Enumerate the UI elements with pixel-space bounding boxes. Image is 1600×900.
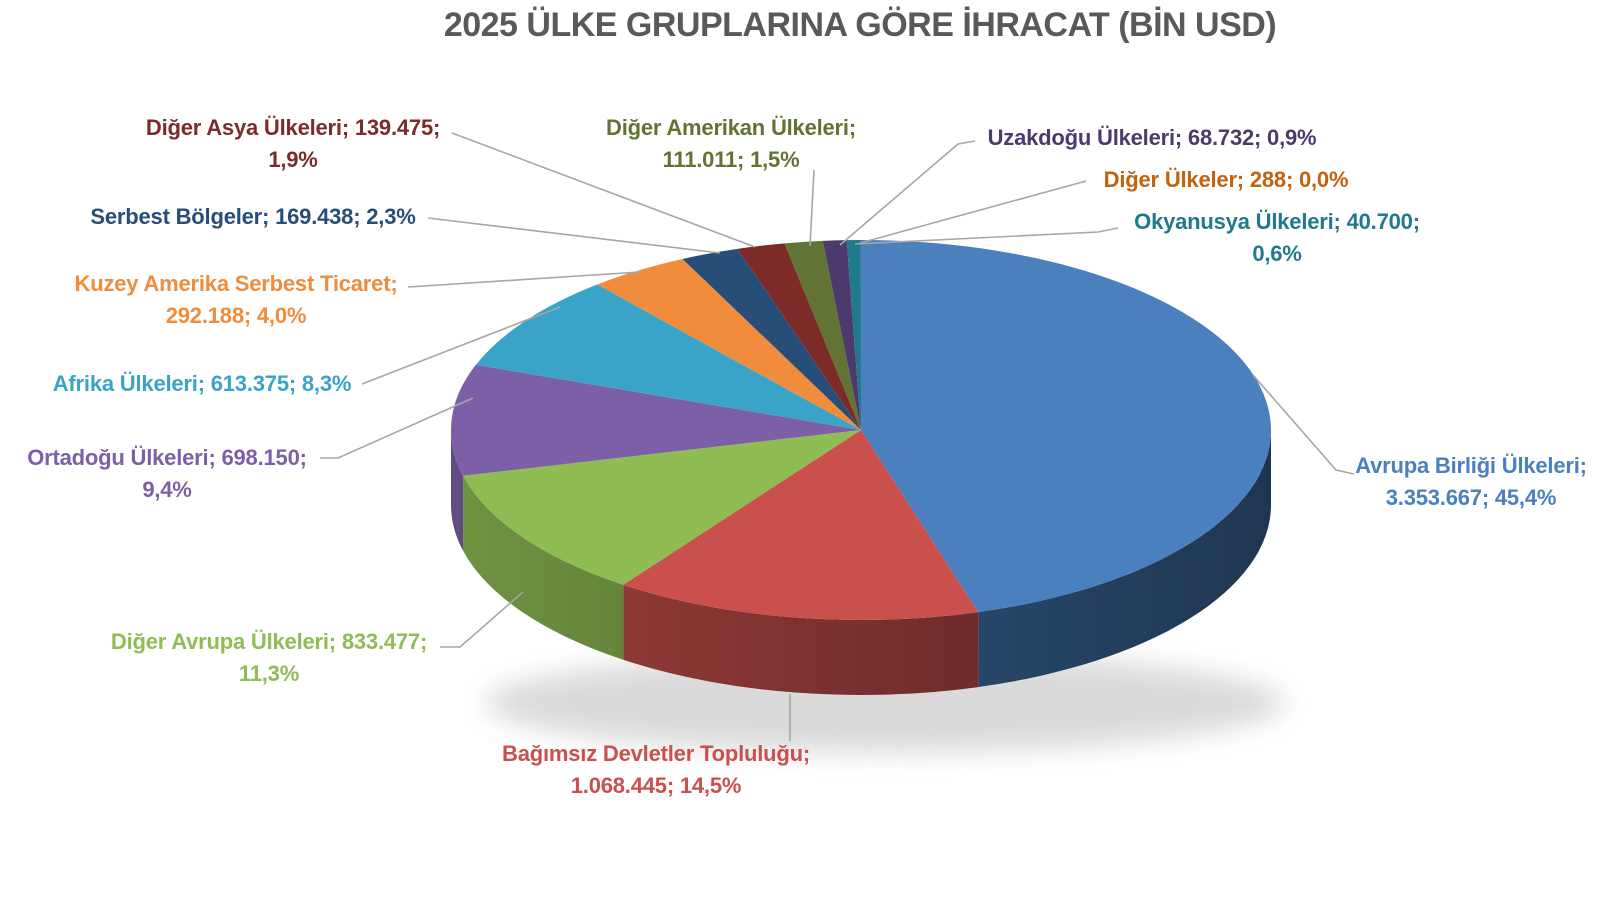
callout-line1: Diğer Asya Ülkeleri; 139.475; bbox=[145, 115, 441, 140]
pie-wall-avrupa-birligi-ulkeleri bbox=[978, 430, 1271, 688]
pie-slice-diger-asya-ulkeleri bbox=[737, 243, 861, 430]
callout-line1: Kuzey Amerika Serbest Ticaret; bbox=[74, 271, 398, 296]
callout-kuzey-amerika-serbest-ticaret: Kuzey Amerika Serbest Ticaret; 292.188; … bbox=[66, 268, 406, 332]
callout-line1: Uzakdoğu Ülkeleri; 68.732; 0,9% bbox=[987, 125, 1317, 150]
pie-slice-afrika-ulkeleri bbox=[475, 284, 861, 430]
pie-wall-diger-avrupa-ulkeleri bbox=[463, 475, 624, 660]
callout-line2: 11,3% bbox=[238, 661, 300, 686]
leader-line-serbest-bolgeler bbox=[427, 217, 721, 254]
leader-line-okyanusya-ulkeleri bbox=[854, 227, 1119, 245]
callout-bagimsiz-devletler-toplulugu: Bağımsız Devletler Topluluğu; 1.068.445;… bbox=[486, 738, 826, 802]
callout-line1: Bağımsız Devletler Topluluğu; bbox=[502, 741, 810, 766]
callout-line1: Diğer Amerikan Ülkeleri; bbox=[606, 115, 856, 140]
leader-line-afrika-ulkeleri bbox=[361, 306, 561, 385]
callout-line2: 9,4% bbox=[142, 477, 192, 502]
pie-slice-diger-avrupa-ulkeleri bbox=[463, 430, 861, 585]
callout-line2: 292.188; 4,0% bbox=[165, 303, 307, 328]
leader-line-diger-asya-ulkeleri bbox=[451, 132, 756, 248]
callout-diger-asya-ulkeleri: Diğer Asya Ülkeleri; 139.475; 1,9% bbox=[132, 112, 454, 176]
callout-uzakdogu-ulkeleri: Uzakdoğu Ülkeleri; 68.732; 0,9% bbox=[972, 122, 1332, 154]
callout-okyanusya-ulkeleri: Okyanusya Ülkeleri; 40.700; 0,6% bbox=[1117, 206, 1437, 270]
callout-line1: Okyanusya Ülkeleri; 40.700; bbox=[1134, 209, 1420, 234]
callout-line2: 0,6% bbox=[1252, 241, 1302, 266]
pie-shadow bbox=[485, 653, 1285, 753]
leader-line-avrupa-birligi-ulkeleri bbox=[1252, 374, 1355, 475]
callout-afrika-ulkeleri: Afrika Ülkeleri; 613.375; 8,3% bbox=[37, 368, 367, 400]
pie-wall-bagimsiz-devletler-toplulugu bbox=[623, 584, 979, 695]
pie-slice-serbest-bolgeler bbox=[682, 248, 861, 430]
pie-wall-ortadogu-ulkeleri bbox=[451, 430, 464, 551]
leader-line-ortadogu-ulkeleri bbox=[320, 397, 474, 459]
callout-line2: 111.011; 1,5% bbox=[662, 147, 800, 172]
callout-line1: Serbest Bölgeler; 169.438; 2,3% bbox=[90, 204, 416, 229]
callout-avrupa-birligi-ulkeleri: Avrupa Birliği Ülkeleri; 3.353.667; 45,4… bbox=[1345, 450, 1597, 514]
callout-diger-avrupa-ulkeleri: Diğer Avrupa Ülkeleri; 833.477; 11,3% bbox=[98, 626, 440, 690]
pie-slice-diger-amerikan-ulkeleri bbox=[784, 240, 861, 430]
callout-line1: Diğer Avrupa Ülkeleri; 833.477; bbox=[110, 629, 428, 654]
chart-title: 2025 ÜLKE GRUPLARINA GÖRE İHRACAT (BİN U… bbox=[443, 6, 1277, 44]
callout-line1: Afrika Ülkeleri; 613.375; 8,3% bbox=[52, 371, 352, 396]
leader-line-kuzey-amerika-serbest-ticaret bbox=[407, 271, 641, 288]
callout-ortadogu-ulkeleri: Ortadoğu Ülkeleri; 698.150; 9,4% bbox=[14, 442, 320, 506]
callout-line2: 3.353.667; 45,4% bbox=[1385, 485, 1557, 510]
leader-line-diger-ulkeler bbox=[859, 180, 1087, 244]
pie-slice-bagimsiz-devletler-toplulugu bbox=[623, 430, 979, 620]
pie-slice-okyanusya-ulkeleri bbox=[846, 240, 861, 430]
callout-diger-amerikan-ulkeleri: Diğer Amerikan Ülkeleri; 111.011; 1,5% bbox=[581, 112, 881, 176]
callout-line1: Diğer Ülkeler; 288; 0,0% bbox=[1103, 167, 1349, 192]
callout-diger-ulkeler: Diğer Ülkeler; 288; 0,0% bbox=[1076, 164, 1376, 196]
callout-line2: 1.068.445; 14,5% bbox=[570, 773, 742, 798]
pie-slice-uzakdogu-ulkeleri bbox=[822, 240, 861, 430]
callout-line1: Avrupa Birliği Ülkeleri; bbox=[1355, 453, 1587, 478]
leader-line-diger-amerikan-ulkeleri bbox=[809, 169, 815, 247]
callout-serbest-bolgeler: Serbest Bölgeler; 169.438; 2,3% bbox=[75, 201, 431, 233]
callout-line1: Ortadoğu Ülkeleri; 698.150; bbox=[27, 445, 307, 470]
leader-line-uzakdogu-ulkeleri bbox=[839, 140, 976, 246]
pie-slice-avrupa-birligi-ulkeleri bbox=[861, 240, 1272, 613]
pie-slice-ortadogu-ulkeleri bbox=[451, 364, 861, 476]
pie-slice-kuzey-amerika-serbest-ticaret bbox=[597, 258, 861, 430]
leader-line-diger-avrupa-ulkeleri bbox=[440, 591, 524, 648]
callout-line2: 1,9% bbox=[268, 147, 318, 172]
